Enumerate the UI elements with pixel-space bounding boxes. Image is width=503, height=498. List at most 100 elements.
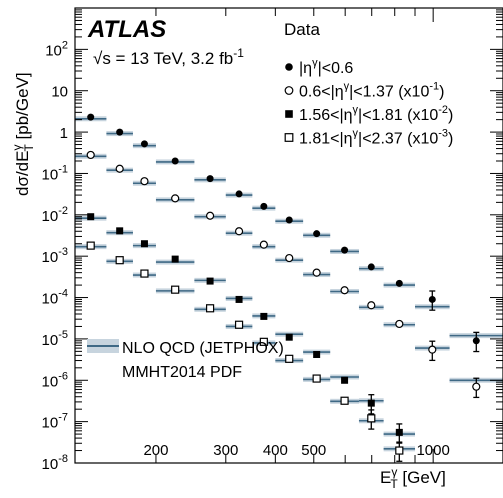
legend-marker [284,86,294,95]
data-point [260,202,268,210]
data-point [367,263,375,271]
y-tick-label: 10 [51,84,68,101]
x-tick-label: 1000 [416,442,449,459]
legend-label-sup: γ [353,128,359,140]
data-point [205,304,215,313]
data-point [367,414,376,423]
data-point [234,227,244,236]
y-tick-base: 10 [42,332,59,349]
legend-label-text: |<2.37 (x10 [358,131,438,148]
data-point [116,128,124,136]
x-axis-label-unit: [GeV] [398,468,446,487]
y-tick-exponent: -8 [58,453,68,465]
data-point [340,396,349,405]
data-point [86,241,95,250]
y-tick-label: 1 [60,125,68,142]
data-point [472,382,481,391]
legend-label: 0.6<|ηγ|<1.37 (x10-1) [299,81,444,101]
y-tick-exponent: -3 [58,246,68,258]
legend-label-sup: γ [312,57,318,69]
lumi-superscript: -1 [233,46,244,60]
legend-label-text: |<1.81 (x10 [358,107,438,124]
legend-label-text: ) [448,131,453,148]
data-point [116,227,124,235]
data-point [206,277,214,285]
y-tick-label: 10-4 [42,288,68,308]
nlo-legend-label: NLO QCD (JETPHOX) [122,340,284,357]
y-tick-base: 10 [42,249,59,266]
data-point [285,354,294,363]
data-point [115,164,124,173]
y-tick-base: 10 [51,84,68,101]
legend-label-sup: γ [344,81,350,93]
data-point [428,295,436,303]
y-tick-exponent: -7 [58,412,68,424]
x-axis-label-main: E [380,468,391,487]
legend: |ηγ|<0.60.6<|ηγ|<1.37 (x10-1)1.56<|ηγ|<1… [284,57,453,148]
y-axis-label-sub: T [22,144,36,152]
legend-title: Data [284,20,320,39]
data-point [285,216,293,224]
data-point [395,319,404,329]
data-point [171,194,180,203]
legend-label-text: 1.56<|η [299,107,353,124]
data-point [285,333,293,341]
y-axis-label-main: dσ/dE [13,151,32,196]
data-point [140,269,149,278]
x-axis-label-sub: T [390,477,398,491]
data-point [312,268,321,277]
legend-label: 1.56<|ηγ|<1.81 (x10-2) [299,104,453,124]
data-point [341,376,349,384]
data-point [115,256,124,265]
legend-label-text: |<1.37 (x10 [349,84,429,101]
y-tick-exponent: -4 [58,288,68,300]
y-tick-label: 10-2 [42,205,68,225]
data-point [87,213,95,221]
y-tick-label: 10-7 [42,412,68,432]
data-point [367,301,376,310]
legend-label-text: |η [299,60,312,77]
data-point [87,113,95,121]
y-tick-base: 10 [42,166,59,183]
legend-label: 1.81<|ηγ|<2.37 (x10-3) [299,128,453,148]
series-1 [75,113,503,353]
energy-lumi-label: √s = 13 TeV, 3.2 fb-1 [93,46,244,68]
data-point [260,312,268,320]
x-tick-label: 200 [143,442,168,459]
data-point [312,374,321,383]
y-tick-exponent: -1 [58,163,68,175]
y-tick-label: 102 [45,39,68,59]
y-tick-label: 10-5 [42,329,68,349]
y-axis-label: dσ/dEγT [pb/GeV] [10,72,36,196]
legend-label-sup: -3 [438,128,448,140]
y-tick-base: 10 [45,42,62,59]
data-point [395,446,404,455]
y-tick-base: 10 [42,208,59,225]
y-tick-label: 10-3 [42,246,68,266]
data-point [171,255,179,263]
x-tick-label: 400 [263,442,288,459]
legend-label-sup: -1 [429,81,439,93]
legend-label: |ηγ|<0.6 [299,57,353,77]
data-point [341,246,349,254]
data-point [472,337,480,345]
legend-marker [285,110,293,118]
y-tick-base: 1 [60,125,68,142]
y-tick-base: 10 [42,373,59,390]
axes-layer: 10-810-710-610-510-410-310-210-111010220… [42,7,503,473]
pdf-legend-label: MMHT2014 PDF [122,364,242,381]
y-tick-label: 10-8 [42,453,68,473]
x-tick-label: 500 [301,442,326,459]
series-4 [75,241,416,462]
data-point [340,286,349,295]
experiment-label: ATLAS [87,16,166,43]
legend-label-sup: γ [353,104,359,116]
y-tick-base: 10 [42,415,59,432]
data-point [235,190,243,198]
data-point [86,150,95,160]
y-axis-label-sup: γ [10,145,24,151]
data-point [171,285,180,294]
y-tick-base: 10 [42,291,59,308]
energy-label-text: √s = 13 TeV, 3.2 fb [93,49,233,68]
